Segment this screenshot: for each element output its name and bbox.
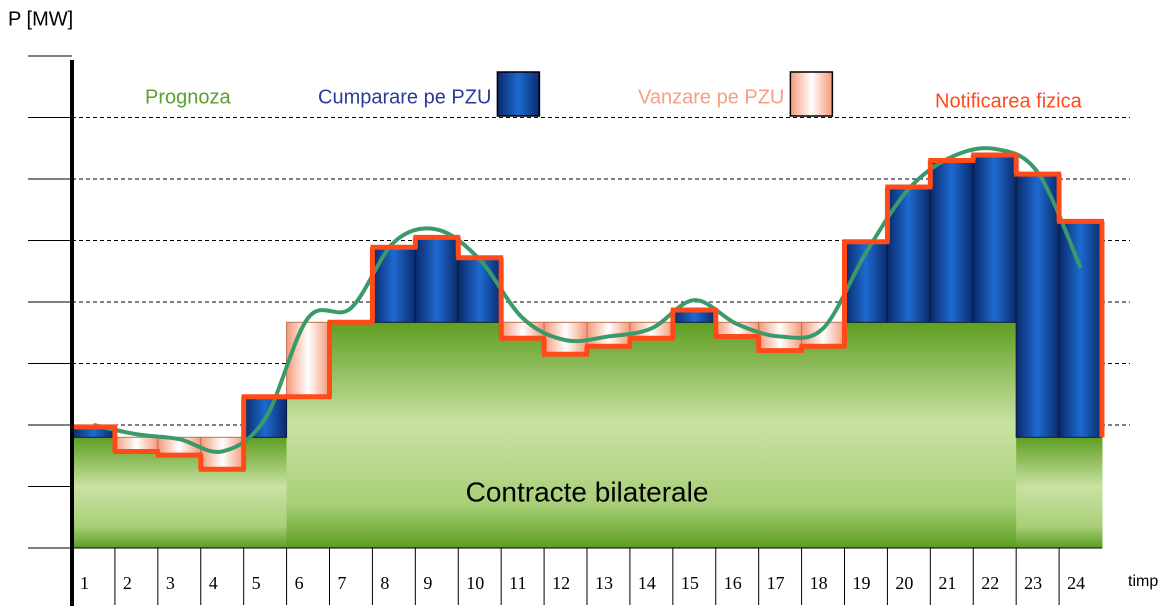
x-tick-label: 14 [638, 573, 656, 593]
x-tick-label: 4 [209, 573, 218, 593]
x-tick-label: 24 [1067, 573, 1085, 593]
bilateral-area [629, 322, 674, 548]
legend-label: Notificarea fizica [935, 90, 1083, 112]
x-tick-label: 15 [681, 573, 699, 593]
legend-label: Prognoza [145, 86, 231, 108]
step-riser [112, 155, 1062, 470]
buy-bar [414, 236, 459, 323]
x-tick-label: 8 [380, 573, 389, 593]
bilateral-area [587, 322, 631, 548]
bilateral-area [1059, 437, 1103, 548]
bilateral-area [458, 322, 502, 548]
x-tick-label: 5 [252, 573, 261, 593]
sell-bar [286, 321, 331, 398]
y-axis-label: P [MW] [8, 8, 73, 30]
bilateral-area [672, 322, 717, 548]
forecast-line [93, 146, 1083, 454]
x-tick-label: 9 [423, 573, 432, 593]
bilateral-area [372, 322, 416, 548]
x-tick-label: 20 [895, 573, 913, 593]
x-tick-label: 16 [724, 573, 742, 593]
bilateral-area [72, 437, 116, 548]
bilateral-area [243, 437, 288, 548]
area-label: Contracte bilaterale [466, 476, 709, 507]
buy-bar [457, 257, 502, 323]
legend-label: Cumparare pe PZU [318, 86, 491, 108]
x-tick-label: 1 [80, 573, 89, 593]
bilateral-area [801, 322, 845, 548]
buy-bar [1015, 173, 1060, 438]
legend-swatch [496, 71, 541, 117]
bilateral-area [329, 322, 373, 548]
x-tick-label: 23 [1024, 573, 1042, 593]
buy-bar [371, 246, 416, 323]
x-tick-label: 22 [981, 573, 999, 593]
x-tick-label: 7 [338, 573, 347, 593]
x-axis-label: timp [1128, 573, 1158, 590]
bilateral-area [973, 322, 1017, 548]
x-tick-label: 6 [295, 573, 304, 593]
bilateral-area [544, 322, 588, 548]
x-tick-label: 13 [595, 573, 613, 593]
x-tick-label: 11 [509, 573, 526, 593]
x-tick-label: 12 [552, 573, 570, 593]
buy-bar [929, 160, 974, 323]
buy-bar [972, 154, 1017, 323]
bilateral-area [758, 322, 803, 548]
bilateral-area [1016, 437, 1060, 548]
bilateral-area [715, 322, 760, 548]
x-tick-label: 17 [767, 573, 785, 593]
x-tick-label: 21 [938, 573, 956, 593]
x-tick-label: 18 [810, 573, 828, 593]
legend-label: Vanzare pe PZU [638, 86, 784, 108]
buy-bar [1058, 220, 1103, 438]
legend-swatch [789, 71, 834, 117]
bilateral-area [501, 322, 545, 548]
x-tick-label: 19 [853, 573, 871, 593]
x-tick-label: 10 [466, 573, 484, 593]
bilateral-area [415, 322, 459, 548]
x-tick-label: 3 [166, 573, 175, 593]
x-tick-label: 2 [123, 573, 132, 593]
bilateral-area [930, 322, 974, 548]
bilateral-area [887, 322, 931, 548]
bilateral-area [844, 322, 888, 548]
bilateral-area [114, 437, 159, 548]
